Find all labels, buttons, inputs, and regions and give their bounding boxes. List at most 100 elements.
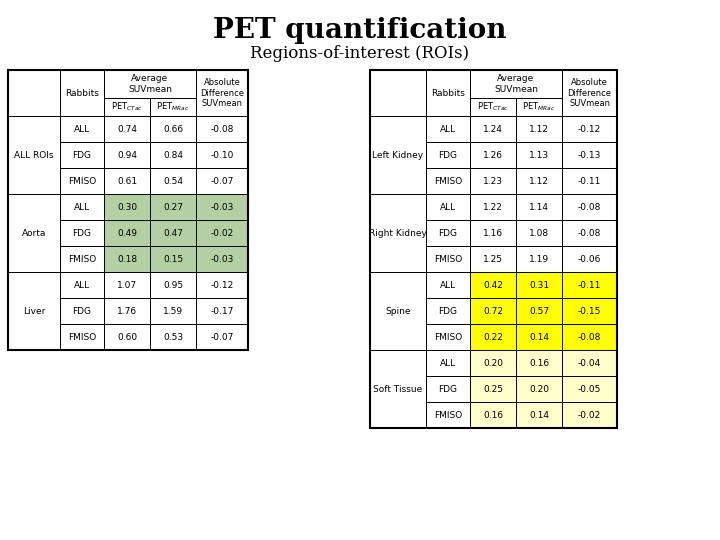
- Bar: [104, 194, 150, 220]
- Text: FDG: FDG: [438, 307, 457, 315]
- Bar: [370, 116, 426, 194]
- Text: Liver: Liver: [23, 307, 45, 315]
- Text: -0.03: -0.03: [210, 202, 234, 212]
- Text: Soft Tissue: Soft Tissue: [374, 384, 423, 394]
- Text: Absolute
Difference
SUVmean: Absolute Difference SUVmean: [567, 78, 611, 108]
- Text: -0.03: -0.03: [210, 254, 234, 264]
- Text: 0.60: 0.60: [117, 333, 137, 341]
- Bar: [104, 98, 150, 116]
- Bar: [60, 298, 104, 324]
- Bar: [150, 298, 196, 324]
- Bar: [426, 246, 470, 272]
- Text: ALL: ALL: [74, 280, 90, 289]
- Text: Absolute
Difference
SUVmean: Absolute Difference SUVmean: [200, 78, 244, 108]
- Text: 0.42: 0.42: [483, 280, 503, 289]
- Bar: [516, 194, 562, 220]
- Bar: [426, 350, 470, 376]
- Text: Left Kidney: Left Kidney: [372, 151, 423, 159]
- Text: Rabbits: Rabbits: [431, 89, 465, 98]
- Bar: [562, 376, 617, 402]
- Text: 1.76: 1.76: [117, 307, 137, 315]
- Text: PET$_{MRac}$: PET$_{MRac}$: [522, 101, 556, 113]
- Text: FDG: FDG: [73, 307, 91, 315]
- Bar: [104, 116, 150, 142]
- Bar: [370, 350, 426, 428]
- Bar: [150, 220, 196, 246]
- Text: 1.26: 1.26: [483, 151, 503, 159]
- Text: -0.11: -0.11: [578, 280, 601, 289]
- Text: Right Kidney: Right Kidney: [369, 228, 427, 238]
- Bar: [516, 272, 562, 298]
- Text: -0.08: -0.08: [578, 228, 601, 238]
- Text: 0.20: 0.20: [483, 359, 503, 368]
- Text: ALL: ALL: [440, 359, 456, 368]
- Text: -0.11: -0.11: [578, 177, 601, 186]
- Text: Average
SUVmean: Average SUVmean: [494, 75, 538, 94]
- Bar: [196, 298, 248, 324]
- Text: 0.94: 0.94: [117, 151, 137, 159]
- Bar: [8, 70, 248, 350]
- Bar: [150, 194, 196, 220]
- Bar: [470, 350, 516, 376]
- Text: FMISO: FMISO: [68, 254, 96, 264]
- Bar: [196, 168, 248, 194]
- Text: -0.04: -0.04: [578, 359, 601, 368]
- Text: FMISO: FMISO: [434, 177, 462, 186]
- Bar: [150, 272, 196, 298]
- Bar: [516, 298, 562, 324]
- Bar: [516, 246, 562, 272]
- Bar: [426, 142, 470, 168]
- Text: -0.08: -0.08: [210, 125, 234, 133]
- Bar: [150, 168, 196, 194]
- Bar: [470, 142, 516, 168]
- Bar: [196, 116, 248, 142]
- Text: Regions-of-interest (ROIs): Regions-of-interest (ROIs): [251, 44, 469, 62]
- Text: PET$_{MRac}$: PET$_{MRac}$: [156, 101, 189, 113]
- Text: 0.15: 0.15: [163, 254, 183, 264]
- Bar: [562, 298, 617, 324]
- Text: -0.07: -0.07: [210, 177, 234, 186]
- Text: -0.07: -0.07: [210, 333, 234, 341]
- Text: 1.23: 1.23: [483, 177, 503, 186]
- Bar: [8, 194, 60, 272]
- Text: 0.20: 0.20: [529, 384, 549, 394]
- Bar: [426, 116, 470, 142]
- Bar: [516, 376, 562, 402]
- Bar: [426, 194, 470, 220]
- Text: -0.08: -0.08: [578, 202, 601, 212]
- Bar: [60, 70, 104, 116]
- Bar: [426, 168, 470, 194]
- Text: FMISO: FMISO: [434, 410, 462, 420]
- Text: -0.08: -0.08: [578, 333, 601, 341]
- Bar: [8, 70, 60, 116]
- Text: 0.74: 0.74: [117, 125, 137, 133]
- Text: -0.12: -0.12: [578, 125, 601, 133]
- Bar: [150, 324, 196, 350]
- Text: 0.31: 0.31: [529, 280, 549, 289]
- Text: FMISO: FMISO: [434, 333, 462, 341]
- Bar: [60, 246, 104, 272]
- Bar: [562, 402, 617, 428]
- Bar: [60, 220, 104, 246]
- Bar: [470, 98, 516, 116]
- Bar: [516, 324, 562, 350]
- Text: PET$_{CTac}$: PET$_{CTac}$: [477, 101, 509, 113]
- Bar: [516, 116, 562, 142]
- Bar: [150, 98, 196, 116]
- Text: FDG: FDG: [438, 384, 457, 394]
- Text: FDG: FDG: [438, 228, 457, 238]
- Text: 1.12: 1.12: [529, 125, 549, 133]
- Text: 1.19: 1.19: [529, 254, 549, 264]
- Text: 0.49: 0.49: [117, 228, 137, 238]
- Bar: [562, 246, 617, 272]
- Bar: [370, 194, 426, 272]
- Bar: [104, 298, 150, 324]
- Bar: [470, 168, 516, 194]
- Bar: [516, 220, 562, 246]
- Text: -0.05: -0.05: [578, 384, 601, 394]
- Bar: [8, 272, 60, 350]
- Text: 0.57: 0.57: [529, 307, 549, 315]
- Bar: [8, 116, 60, 194]
- Text: 1.22: 1.22: [483, 202, 503, 212]
- Text: PET$_{CTac}$: PET$_{CTac}$: [111, 101, 143, 113]
